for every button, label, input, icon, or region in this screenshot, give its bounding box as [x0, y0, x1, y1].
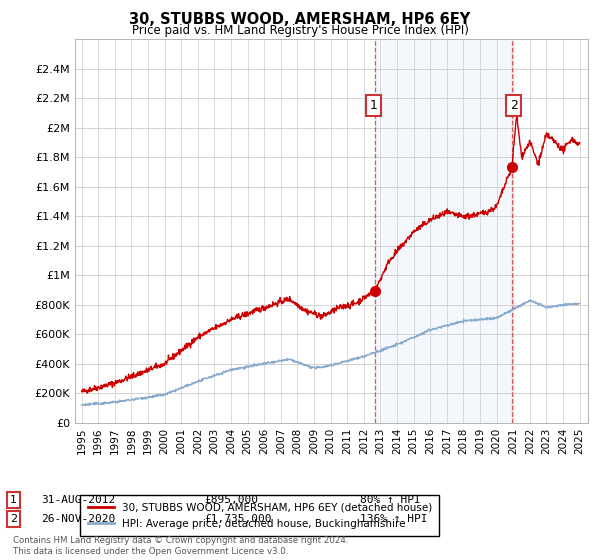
Text: 30, STUBBS WOOD, AMERSHAM, HP6 6EY: 30, STUBBS WOOD, AMERSHAM, HP6 6EY: [130, 12, 470, 27]
Text: 1: 1: [370, 99, 377, 112]
Legend: 30, STUBBS WOOD, AMERSHAM, HP6 6EY (detached house), HPI: Average price, detache: 30, STUBBS WOOD, AMERSHAM, HP6 6EY (deta…: [80, 495, 439, 536]
Text: Contains HM Land Registry data © Crown copyright and database right 2024.
This d: Contains HM Land Registry data © Crown c…: [13, 536, 349, 556]
Text: 31-AUG-2012: 31-AUG-2012: [41, 495, 115, 505]
Text: 136% ↑ HPI: 136% ↑ HPI: [360, 514, 427, 524]
Text: 26-NOV-2020: 26-NOV-2020: [41, 514, 115, 524]
Text: Price paid vs. HM Land Registry's House Price Index (HPI): Price paid vs. HM Land Registry's House …: [131, 24, 469, 36]
Text: 1: 1: [10, 495, 17, 505]
Text: £895,000: £895,000: [204, 495, 258, 505]
Bar: [375, 39, 512, 423]
Text: 2: 2: [509, 99, 518, 112]
Text: 2: 2: [10, 514, 17, 524]
Text: 80% ↑ HPI: 80% ↑ HPI: [360, 495, 421, 505]
Text: £1,735,000: £1,735,000: [204, 514, 271, 524]
